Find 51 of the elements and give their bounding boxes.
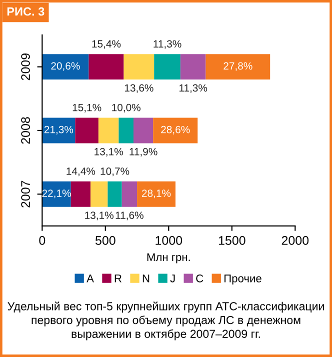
annotation: 15,4%: [92, 40, 121, 49]
annotation: 13,1%: [85, 212, 114, 220]
x-axis-title: Млн грн.: [147, 253, 190, 264]
annotation: 11,9%: [130, 148, 158, 157]
annotation: 13,1%: [94, 148, 123, 157]
bar: [90, 181, 108, 207]
legend-label: R: [114, 274, 122, 282]
annotation: 14,4%: [66, 168, 96, 176]
annotation: 10,7%: [100, 168, 130, 176]
bar: [153, 118, 198, 144]
bar: [70, 181, 90, 207]
x-tick-label: 2000: [282, 236, 309, 245]
bar: [88, 54, 124, 80]
bar: [133, 118, 154, 144]
bar: [42, 118, 76, 144]
annotation: 13,6%: [124, 84, 154, 93]
annotation: 28,6%: [161, 126, 190, 135]
x-tick-label: 0: [39, 236, 46, 245]
bar: [137, 181, 176, 207]
annotation: 28,1%: [142, 190, 171, 198]
annotation: 27,8%: [224, 62, 252, 71]
text: Удельный вес топ-5 крупнейших групп АТС-классификации первого уровня по объему продаж ЛС в денежном выражении в октябре 2007–2009 гг.: [8, 302, 324, 340]
chart-title: РИС. 3: [7, 7, 44, 16]
bar: [180, 54, 206, 80]
legend-label: A: [86, 274, 94, 282]
bar: [118, 118, 134, 144]
legend-label: J: [170, 274, 175, 282]
annotation: 10,0%: [112, 104, 140, 112]
bar: [206, 54, 270, 80]
bar: [42, 54, 89, 80]
x-tick-label: 1000: [156, 236, 182, 245]
bar: [154, 54, 180, 80]
bar: [124, 54, 154, 80]
annotation: 15,1%: [72, 104, 102, 112]
bar: [122, 181, 138, 207]
y-tick-label: 2009: [21, 54, 30, 80]
legend-label: C: [196, 274, 204, 282]
annotation: 11,3%: [154, 40, 182, 49]
legend-label: N: [142, 274, 150, 282]
bar: [75, 118, 98, 144]
bar: [108, 181, 122, 207]
annotation: 11,3%: [179, 84, 208, 93]
y-tick-label: 2007: [21, 180, 30, 208]
bar: [98, 118, 119, 144]
annotation: 21,3%: [44, 126, 74, 135]
x-tick-label: 500: [95, 236, 116, 245]
annotation: 20,6%: [51, 62, 80, 71]
annotation: 11,6%: [116, 212, 144, 220]
y-tick-label: 2008: [21, 117, 30, 144]
x-tick-label: 1500: [218, 236, 246, 245]
legend-label: Прочие: [224, 274, 262, 285]
